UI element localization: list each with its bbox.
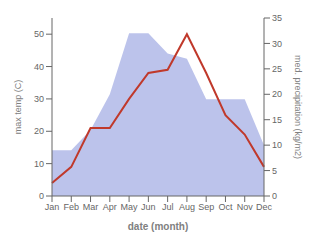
svg-text:Mar: Mar bbox=[83, 202, 99, 212]
svg-text:40: 40 bbox=[34, 62, 44, 72]
svg-text:30: 30 bbox=[34, 94, 44, 104]
svg-text:10: 10 bbox=[34, 159, 44, 169]
svg-text:50: 50 bbox=[34, 29, 44, 39]
svg-text:Apr: Apr bbox=[103, 202, 117, 212]
svg-text:30: 30 bbox=[272, 39, 282, 49]
svg-text:Feb: Feb bbox=[64, 202, 80, 212]
svg-text:0: 0 bbox=[272, 191, 277, 201]
svg-text:med. precipitation (kg/m2): med. precipitation (kg/m2) bbox=[293, 55, 303, 159]
svg-text:0: 0 bbox=[39, 191, 44, 201]
svg-text:date (month): date (month) bbox=[128, 221, 189, 232]
svg-text:20: 20 bbox=[34, 126, 44, 136]
svg-text:Jun: Jun bbox=[141, 202, 156, 212]
svg-text:Aug: Aug bbox=[179, 202, 195, 212]
svg-text:May: May bbox=[121, 202, 139, 212]
svg-text:10: 10 bbox=[272, 140, 282, 150]
svg-text:Dec: Dec bbox=[256, 202, 273, 212]
svg-text:35: 35 bbox=[272, 13, 282, 23]
svg-text:Jan: Jan bbox=[45, 202, 60, 212]
svg-text:max temp (C): max temp (C) bbox=[13, 80, 23, 135]
svg-text:Oct: Oct bbox=[218, 202, 233, 212]
svg-text:Nov: Nov bbox=[237, 202, 254, 212]
svg-text:15: 15 bbox=[272, 115, 282, 125]
svg-text:25: 25 bbox=[272, 64, 282, 74]
svg-text:Sep: Sep bbox=[198, 202, 214, 212]
svg-text:20: 20 bbox=[272, 89, 282, 99]
svg-text:5: 5 bbox=[272, 166, 277, 176]
svg-text:Jul: Jul bbox=[162, 202, 174, 212]
